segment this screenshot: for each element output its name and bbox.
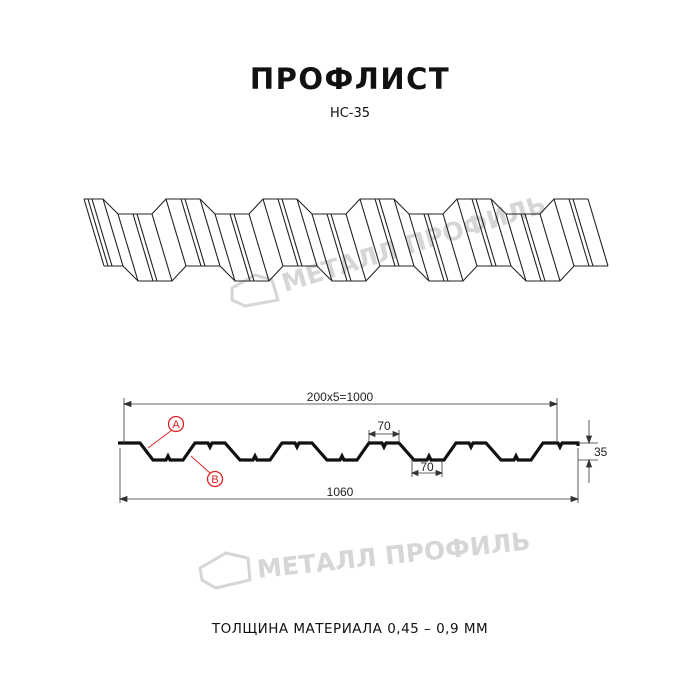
sheet-fold-line bbox=[87, 198, 109, 267]
sheet-fold-line bbox=[151, 213, 173, 282]
svg-text:МЕТАЛЛ ПРОФИЛЬ: МЕТАЛЛ ПРОФИЛЬ bbox=[278, 190, 549, 298]
sheet-fold-line bbox=[248, 213, 270, 282]
sheet-fold-line bbox=[520, 213, 542, 282]
sheet-fold-line bbox=[330, 213, 352, 282]
sheet-fold-line bbox=[117, 213, 139, 282]
sheet-fold-line bbox=[277, 198, 299, 267]
sheet-fold-line bbox=[229, 213, 251, 282]
dimension-lines bbox=[118, 398, 598, 503]
sheet-fold-line bbox=[345, 213, 367, 282]
sheet-fold-line bbox=[505, 213, 527, 282]
material-thickness: ТОЛЩИНА МАТЕРИАЛА 0,45 – 0,9 ММ bbox=[211, 621, 489, 637]
sheet-fold-line bbox=[102, 198, 124, 267]
sheet-fold-line bbox=[180, 198, 202, 267]
sheet-fold-line bbox=[524, 213, 546, 282]
sheet-fold-line bbox=[568, 198, 590, 267]
svg-text:A: A bbox=[172, 419, 180, 431]
sheet-fold-line bbox=[233, 213, 255, 282]
watermark-lower: МЕТАЛЛ ПРОФИЛЬ bbox=[198, 526, 532, 590]
marker-a: A bbox=[147, 415, 185, 449]
sheet-fold-line bbox=[83, 198, 105, 267]
sheet-top-edge bbox=[84, 198, 588, 215]
profile-sheet-3d bbox=[83, 198, 609, 282]
sheet-fold-line bbox=[393, 198, 415, 267]
sheet-fold-line bbox=[359, 198, 381, 267]
product-code: НС-35 bbox=[329, 106, 371, 121]
sheet-fold-line bbox=[262, 198, 284, 267]
sheet-fold-line bbox=[423, 213, 445, 282]
sheet-fold-line bbox=[281, 198, 303, 267]
sheet-fold-line bbox=[326, 213, 348, 282]
sheet-fold-line bbox=[427, 213, 449, 282]
watermark-upper: МЕТАЛЛ ПРОФИЛЬ bbox=[230, 190, 549, 308]
sheet-fold-line bbox=[408, 213, 430, 282]
height-label: 35 bbox=[594, 445, 608, 459]
bottom-flange-label: 70 bbox=[420, 460, 434, 474]
sheet-fold-line bbox=[539, 213, 561, 282]
sheet-fold-line bbox=[199, 198, 221, 267]
profile-cross-section bbox=[118, 441, 580, 462]
sheet-fold-line bbox=[374, 198, 396, 267]
svg-text:B: B bbox=[211, 474, 218, 486]
marker-b: B bbox=[190, 455, 224, 488]
top-flange-label: 70 bbox=[377, 419, 391, 433]
sheet-fold-line bbox=[311, 213, 333, 282]
sheet-fold-line bbox=[136, 213, 158, 282]
sheet-fold-line bbox=[378, 198, 400, 267]
sheet-fold-line bbox=[587, 198, 609, 267]
sheet-fold-line bbox=[165, 198, 187, 267]
svg-text:МЕТАЛЛ ПРОФИЛЬ: МЕТАЛЛ ПРОФИЛЬ bbox=[256, 526, 532, 584]
sheet-fold-line bbox=[214, 213, 236, 282]
pitch-label: 200x5=1000 bbox=[307, 390, 374, 404]
sheet-fold-line bbox=[442, 213, 464, 282]
sheet-fold-line bbox=[456, 198, 478, 267]
sheet-fold-line bbox=[296, 198, 318, 267]
sheet-fold-line bbox=[490, 198, 512, 267]
sheet-fold-line bbox=[471, 198, 493, 267]
sheet-fold-line bbox=[132, 213, 154, 282]
sheet-fold-line bbox=[572, 198, 594, 267]
page-title: ПРОФЛИСТ bbox=[249, 62, 451, 96]
sheet-bottom-edge bbox=[104, 265, 608, 282]
total-width-label: 1060 bbox=[327, 485, 354, 499]
sheet-fold-line bbox=[184, 198, 206, 267]
sheet-fold-line bbox=[475, 198, 497, 267]
sheet-fold-line bbox=[553, 198, 575, 267]
sheet-fold-line bbox=[91, 198, 113, 267]
